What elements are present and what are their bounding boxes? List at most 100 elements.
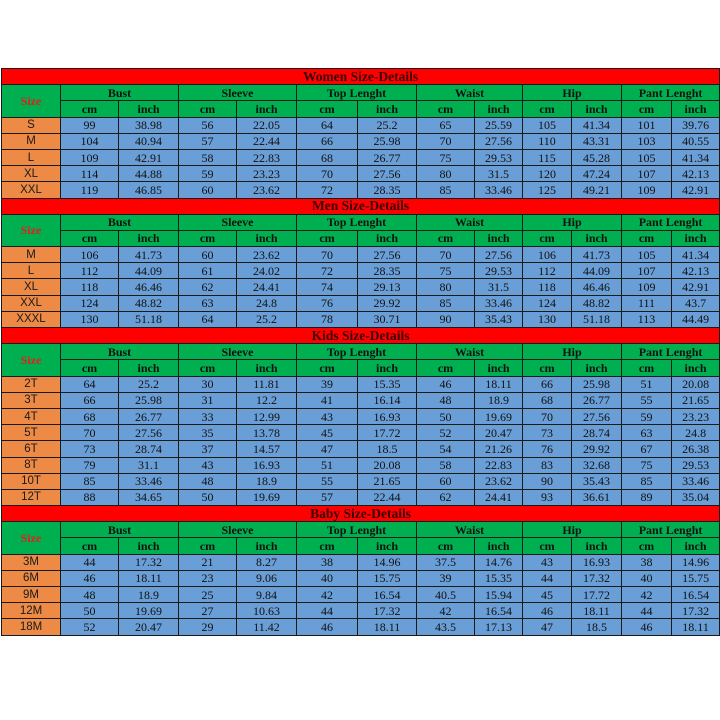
table-row: 9M 48 18.9 25 9.84 42 16.54 40.5 15.94 45 17.72 42 1… xyxy=(1,585,720,604)
value-cell: 23.62 xyxy=(474,472,523,490)
unit-header-cm: cm xyxy=(621,100,672,118)
value-cell: 60 xyxy=(178,246,237,264)
value-cell: 15.35 xyxy=(357,375,417,393)
measure-header-row: Size Bust Sleeve Top Lenght Waist Hip Pant Len… xyxy=(1,213,720,248)
value-cell: 20.47 xyxy=(118,618,179,636)
value-cell: 21.65 xyxy=(670,391,720,409)
section-title: Women Size-Details xyxy=(0,67,720,86)
unit-header-cm: cm xyxy=(522,537,572,555)
unit-header-cm: cm xyxy=(522,100,572,118)
value-cell: 60 xyxy=(178,181,237,199)
value-cell: 60 xyxy=(416,472,475,490)
value-cell: 14.76 xyxy=(474,553,523,571)
value-cell: 15.35 xyxy=(474,569,523,588)
value-cell: 31.1 xyxy=(118,456,179,474)
value-cell: 75 xyxy=(621,456,672,474)
value-cell: 33.46 xyxy=(118,472,179,490)
unit-header-inch: inch xyxy=(357,359,417,377)
unit-header-row: cm inch cm inch cm inch cm inch cm inch cm inch xyxy=(2,359,720,377)
unit-header-cm: cm xyxy=(522,229,572,248)
unit-header-inch: inch xyxy=(236,229,297,248)
value-cell: 88 xyxy=(60,488,119,507)
value-cell: 18.11 xyxy=(670,618,720,636)
unit-header-inch: inch xyxy=(571,537,622,555)
measure-header: Top Lenght xyxy=(296,343,417,361)
value-cell: 107 xyxy=(621,165,672,183)
value-cell: 24.02 xyxy=(236,262,297,280)
value-cell: 61 xyxy=(178,262,237,280)
table-row: L 112 44.09 61 24.02 72 28.35 75 29.53 112 44.09 10… xyxy=(1,262,720,280)
value-cell: 104 xyxy=(60,132,119,150)
unit-header-cm: cm xyxy=(416,359,475,377)
value-cell: 66 xyxy=(522,375,572,393)
unit-header-inch: inch xyxy=(236,359,297,377)
value-cell: 18.9 xyxy=(474,391,523,409)
value-cell: 27.56 xyxy=(357,165,417,183)
value-cell: 42.91 xyxy=(670,181,720,199)
value-cell: 39.76 xyxy=(670,116,720,134)
value-cell: 93 xyxy=(522,488,572,507)
table-row: 3M 44 17.32 21 8.27 38 14.96 37.5 14.76 43 16.93 38… xyxy=(1,553,720,571)
table-row: XL 114 44.88 59 23.23 70 27.56 80 31.5 120 47.24 10… xyxy=(1,165,720,183)
table-row: 18M 52 20.47 29 11.42 46 18.11 43.5 17.13 47 18.5 4… xyxy=(1,618,720,636)
value-cell: 21.26 xyxy=(474,440,523,458)
section-title: Men Size-Details xyxy=(0,197,720,215)
value-cell: 114 xyxy=(60,165,119,183)
table-row: 3T 66 25.98 31 12.2 41 16.14 48 18.9 68 26.77 55 21.… xyxy=(1,391,720,409)
value-cell: 33.46 xyxy=(474,181,523,199)
size-header: Size xyxy=(1,84,61,118)
section-title-row: Baby Size-Details xyxy=(0,505,720,523)
value-cell: 106 xyxy=(60,246,119,264)
unit-header-row: cm inch cm inch cm inch cm inch cm inch cm inch xyxy=(2,229,720,248)
value-cell: 15.75 xyxy=(357,569,417,588)
unit-header-cm: cm xyxy=(296,537,358,555)
measure-header: Sleeve xyxy=(178,343,297,361)
value-cell: 75 xyxy=(416,262,475,280)
size-cell: 12T xyxy=(1,488,61,507)
value-cell: 25.2 xyxy=(236,310,297,329)
unit-header-inch: inch xyxy=(236,537,297,555)
value-cell: 76 xyxy=(296,294,358,312)
value-cell: 41.34 xyxy=(670,246,720,264)
value-cell: 28.35 xyxy=(357,181,417,199)
unit-header-inch: inch xyxy=(357,100,417,118)
table-row: XXL 119 46.85 60 23.62 72 28.35 85 33.46 125 49.21… xyxy=(1,181,720,199)
value-cell: 23.62 xyxy=(236,246,297,264)
value-cell: 34.65 xyxy=(118,488,179,507)
table-row: XXL 124 48.82 63 24.8 76 29.92 85 33.46 124 48.82 1… xyxy=(1,294,720,312)
value-cell: 35.43 xyxy=(571,472,622,490)
value-cell: 85 xyxy=(621,472,672,490)
value-cell: 66 xyxy=(60,391,119,409)
table-row: 10T 85 33.46 48 18.9 55 21.65 60 23.62 90 35.43 85 3… xyxy=(1,472,720,490)
value-cell: 25.98 xyxy=(118,391,179,409)
table-row: L 109 42.91 58 22.83 68 26.77 75 29.53 115 45.28 10… xyxy=(1,148,720,167)
value-cell: 37 xyxy=(178,440,237,458)
value-cell: 47.24 xyxy=(571,165,622,183)
size-cell: 8T xyxy=(1,456,61,474)
unit-header-cm: cm xyxy=(621,537,672,555)
value-cell: 48 xyxy=(178,472,237,490)
value-cell: 26.77 xyxy=(571,391,622,409)
value-cell: 59 xyxy=(178,165,237,183)
value-cell: 18.9 xyxy=(118,585,179,604)
measure-header: Sleeve xyxy=(178,213,297,231)
value-cell: 68 xyxy=(60,407,119,426)
value-cell: 17.32 xyxy=(670,602,720,620)
size-cell: 2T xyxy=(1,375,61,393)
size-header: Size xyxy=(1,521,61,555)
value-cell: 74 xyxy=(296,278,358,296)
measure-header: Waist xyxy=(416,84,523,102)
measure-header: Hip xyxy=(522,521,622,539)
value-cell: 50 xyxy=(178,488,237,507)
value-cell: 70 xyxy=(416,132,475,150)
value-cell: 33.46 xyxy=(670,472,720,490)
measure-header: Pant Lenght xyxy=(620,521,720,539)
size-cell: M xyxy=(1,246,61,264)
value-cell: 22.83 xyxy=(474,456,523,474)
size-chart-table: Women Size-Details Size Bust Sleeve Top Leng… xyxy=(0,67,720,636)
value-cell: 43 xyxy=(522,553,572,571)
value-cell: 29.92 xyxy=(571,440,622,458)
unit-header-inch: inch xyxy=(571,229,622,248)
value-cell: 70 xyxy=(416,246,475,264)
value-cell: 65 xyxy=(416,116,475,134)
